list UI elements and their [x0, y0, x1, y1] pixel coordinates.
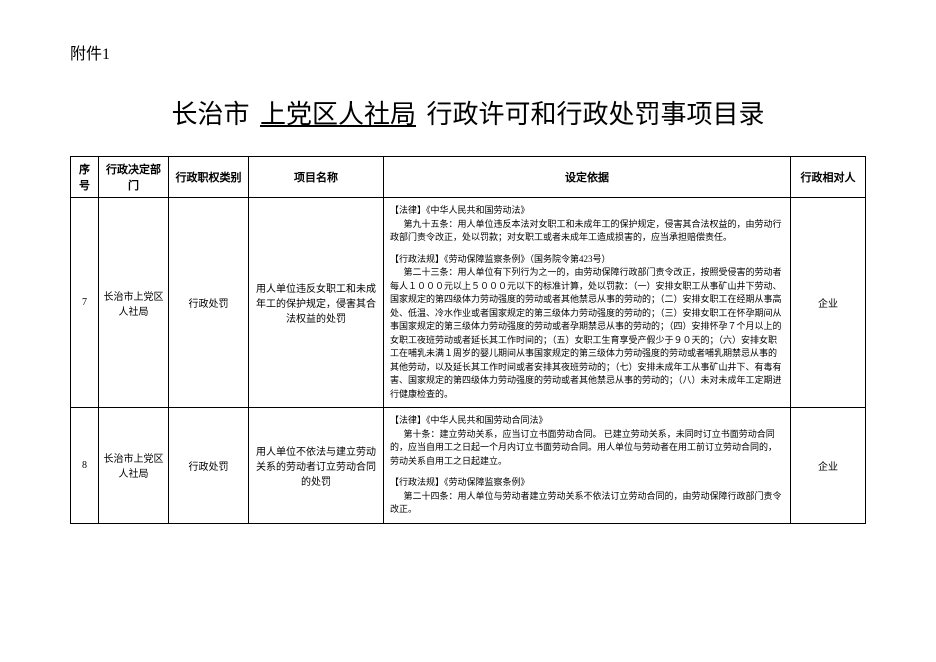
cell-basis: 【法律】《中华人民共和国劳动法》 第九十五条：用人单位违反本法对女职工和未成年工… — [384, 198, 791, 408]
table-row: 7 长治市上党区人社局 行政处罚 用人单位违反女职工和未成年工的保护规定，侵害其… — [71, 198, 866, 408]
basis-reg-text: 第二十三条：用人单位有下列行为之一的，由劳动保障行政部门责令改正，按照受侵害的劳… — [390, 266, 784, 401]
cell-type: 行政处罚 — [169, 198, 249, 408]
basis-reg-text: 第二十四条：用人单位与劳动者建立劳动关系不依法订立劳动合同的，由劳动保障行政部门… — [390, 490, 784, 517]
cell-subject: 企业 — [791, 408, 866, 524]
table-header-row: 序号 行政决定部门 行政职权类别 项目名称 设定依据 行政相对人 — [71, 157, 866, 198]
title-suffix: 行政许可和行政处罚事项目录 — [427, 100, 765, 129]
col-header-subject: 行政相对人 — [791, 157, 866, 198]
col-header-seq: 序号 — [71, 157, 99, 198]
title-prefix: 长治市 — [171, 100, 249, 129]
cell-dept: 长治市上党区人社局 — [99, 198, 169, 408]
cell-type: 行政处罚 — [169, 408, 249, 524]
cell-dept: 长治市上党区人社局 — [99, 408, 169, 524]
catalog-table: 序号 行政决定部门 行政职权类别 项目名称 设定依据 行政相对人 7 长治市上党… — [70, 156, 866, 524]
basis-law-text: 第十条：建立劳动关系，应当订立书面劳动合同。 已建立劳动关系，未同时订立书面劳动… — [390, 428, 784, 469]
col-header-type: 行政职权类别 — [169, 157, 249, 198]
basis-law-text: 第九十五条：用人单位违反本法对女职工和未成年工的保护规定，侵害其合法权益的，由劳… — [390, 218, 784, 245]
cell-seq: 7 — [71, 198, 99, 408]
col-header-basis: 设定依据 — [384, 157, 791, 198]
basis-reg-title: 【行政法规】《劳动保障监察条例》（国务院令第423号） — [390, 254, 611, 264]
col-header-dept: 行政决定部门 — [99, 157, 169, 198]
page-title: 长治市 上党区人社局 行政许可和行政处罚事项目录 — [70, 94, 866, 131]
title-underlined: 上党区人社局 — [256, 100, 420, 129]
cell-project: 用人单位不依法与建立劳动关系的劳动者订立劳动合同的处罚 — [249, 408, 384, 524]
basis-reg-title: 【行政法规】《劳动保障监察条例》 — [390, 477, 530, 487]
cell-basis: 【法律】《中华人民共和国劳动合同法》 第十条：建立劳动关系，应当订立书面劳动合同… — [384, 408, 791, 524]
basis-law-title: 【法律】《中华人民共和国劳动合同法》 — [390, 415, 548, 425]
cell-subject: 企业 — [791, 198, 866, 408]
basis-law-title: 【法律】《中华人民共和国劳动法》 — [390, 205, 530, 215]
cell-project: 用人单位违反女职工和未成年工的保护规定，侵害其合法权益的处罚 — [249, 198, 384, 408]
attachment-label: 附件1 — [70, 40, 866, 64]
cell-seq: 8 — [71, 408, 99, 524]
table-row: 8 长治市上党区人社局 行政处罚 用人单位不依法与建立劳动关系的劳动者订立劳动合… — [71, 408, 866, 524]
col-header-project: 项目名称 — [249, 157, 384, 198]
